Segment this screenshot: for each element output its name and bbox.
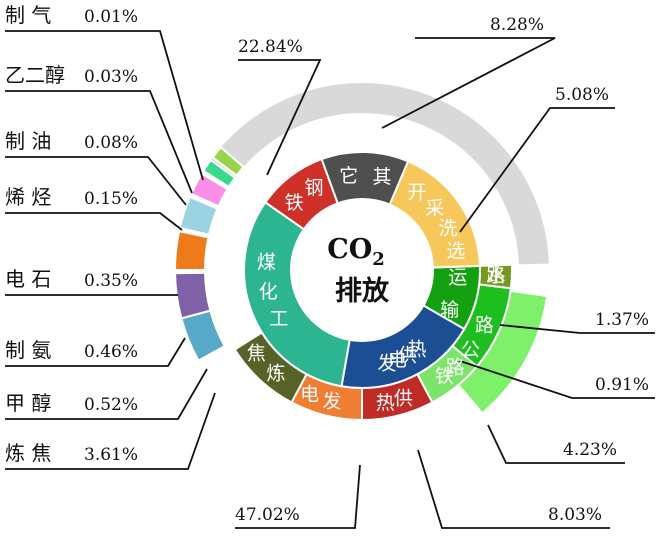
- callout-value-xiting: 0.15%: [84, 189, 138, 209]
- callout-value-dianshi: 0.35%: [84, 271, 138, 291]
- middle-segment-label-5: 路: [446, 356, 465, 378]
- leader-line-lianjiao: [5, 392, 216, 470]
- outer-ring: [173, 145, 549, 415]
- callout-value-kaicai: 5.08%: [555, 85, 609, 105]
- center-co: CO: [327, 234, 372, 265]
- callout-value-gonglu: 0.91%: [595, 375, 649, 395]
- callout-name-lianjiao: 炼 焦: [5, 441, 51, 465]
- leader-line-jiachun: [5, 368, 208, 420]
- grey-ring-arc: [208, 82, 549, 265]
- middle-segment-label-3: 发: [322, 391, 341, 413]
- callout-value-lianjiao: 3.61%: [84, 445, 138, 465]
- outer-segment-7: [211, 145, 245, 177]
- inner-segment-label-0: 输: [440, 299, 459, 321]
- inner-segment-label-5: 洗: [439, 217, 458, 239]
- callout-value-shuilu: 1.37%: [595, 310, 649, 330]
- callout-name-dianshi: 电 石: [5, 267, 51, 291]
- leader-lines: [5, 30, 655, 529]
- callout-value-yierchun: 0.03%: [84, 67, 138, 87]
- middle-segment-label-0: 公: [461, 339, 480, 361]
- callout-value-zhian: 0.46%: [84, 342, 138, 362]
- callout-value-zhiyou: 0.08%: [84, 133, 138, 153]
- leader-line-gonglu: [456, 359, 655, 399]
- center-subscript: 2: [372, 249, 385, 270]
- callout-value-zhiqi: 0.01%: [84, 7, 138, 27]
- middle-segment-label-2: 热: [376, 392, 395, 414]
- leader-line-qita: [381, 37, 556, 129]
- callout-value-fadian: 47.02%: [235, 505, 300, 525]
- inner-segment-label-2: 工: [269, 308, 288, 330]
- callout-name-zhian: 制 氨: [5, 338, 51, 362]
- middle-segment-label-5: 铁: [435, 366, 454, 388]
- callout-name-yierchun: 乙二醇: [5, 63, 65, 87]
- inner-segment-label-1: 电: [388, 349, 407, 371]
- inner-segment-label-1: 热: [408, 339, 427, 361]
- middle-ring: [233, 263, 513, 422]
- center-label: CO2 排放: [290, 198, 434, 342]
- callout-value-gangtie: 22.84%: [238, 37, 303, 57]
- callout-labels: 制 气 0.01% 乙二醇 0.03% 制 油 0.08% 烯 烃 0.15% 电 石 0.35%…: [5, 3, 649, 525]
- callout-value-jiachun: 0.52%: [84, 395, 138, 415]
- middle-segment-label-4: 炼: [266, 363, 285, 385]
- inner-segment-label-3: 钢: [304, 177, 323, 199]
- middle-segment-label-4: 焦: [247, 342, 266, 364]
- inner-segment-label-3: 铁: [285, 192, 304, 214]
- svg-text:CO2: CO2: [327, 234, 385, 270]
- leader-line-shuilu: [499, 324, 655, 334]
- inner-segment-label-2: 化: [259, 281, 278, 303]
- inner-segment-label-4: 其: [372, 166, 391, 188]
- middle-segment-label-1: 水: [486, 265, 505, 287]
- inner-segment-label-0: 运: [448, 267, 467, 289]
- leader-line-gangtie: [238, 59, 322, 176]
- leader-line-xiting: [5, 212, 183, 231]
- inner-segment-label-4: 它: [339, 165, 358, 187]
- middle-segment-label-3: 电: [300, 383, 319, 405]
- callout-name-zhiqi: 制 气: [5, 3, 51, 27]
- middle-segment-label-1: 路: [486, 265, 505, 287]
- inner-segment-label-1: 发: [377, 353, 396, 375]
- outer-segment-5: [189, 172, 229, 208]
- callout-value-qita: 8.28%: [490, 15, 544, 35]
- inner-segment-label-1: 供: [398, 344, 417, 366]
- inner-segment-label-5: 选: [446, 240, 465, 262]
- center-emission-text: 排放: [335, 275, 390, 307]
- leader-line-tielu: [487, 424, 625, 464]
- callout-name-xiting: 烯 烃: [5, 185, 51, 209]
- leader-line-zhiyou: [5, 156, 187, 206]
- middle-segment-label-0: 路: [475, 315, 494, 337]
- inner-ring: [243, 151, 481, 389]
- outer-segment-2: [174, 271, 212, 320]
- leader-line-zhiqi: [5, 30, 204, 181]
- inner-segment-label-2: 煤: [257, 252, 276, 274]
- leader-line-fadian: [235, 464, 361, 529]
- callout-name-zhiyou: 制 油: [5, 129, 51, 153]
- leader-line-kaicai: [459, 107, 615, 233]
- leader-line-yierchun: [5, 90, 193, 194]
- callout-value-tielu: 4.23%: [563, 440, 617, 460]
- outer-segment-3: [173, 229, 210, 271]
- outer-segment-6: [202, 158, 237, 189]
- inner-segment-label-5: 采: [425, 197, 444, 219]
- middle-segment-label-2: 供: [394, 387, 413, 409]
- leader-line-zhian: [5, 337, 186, 367]
- callout-name-jiachun: 甲 醇: [5, 391, 51, 415]
- leader-line-gongre: [417, 449, 610, 529]
- outer-segment-4: [178, 195, 219, 236]
- inner-segment-label-5: 开: [408, 181, 427, 203]
- callout-value-gongre: 8.03%: [548, 505, 602, 525]
- outer-segment-1: [180, 309, 227, 363]
